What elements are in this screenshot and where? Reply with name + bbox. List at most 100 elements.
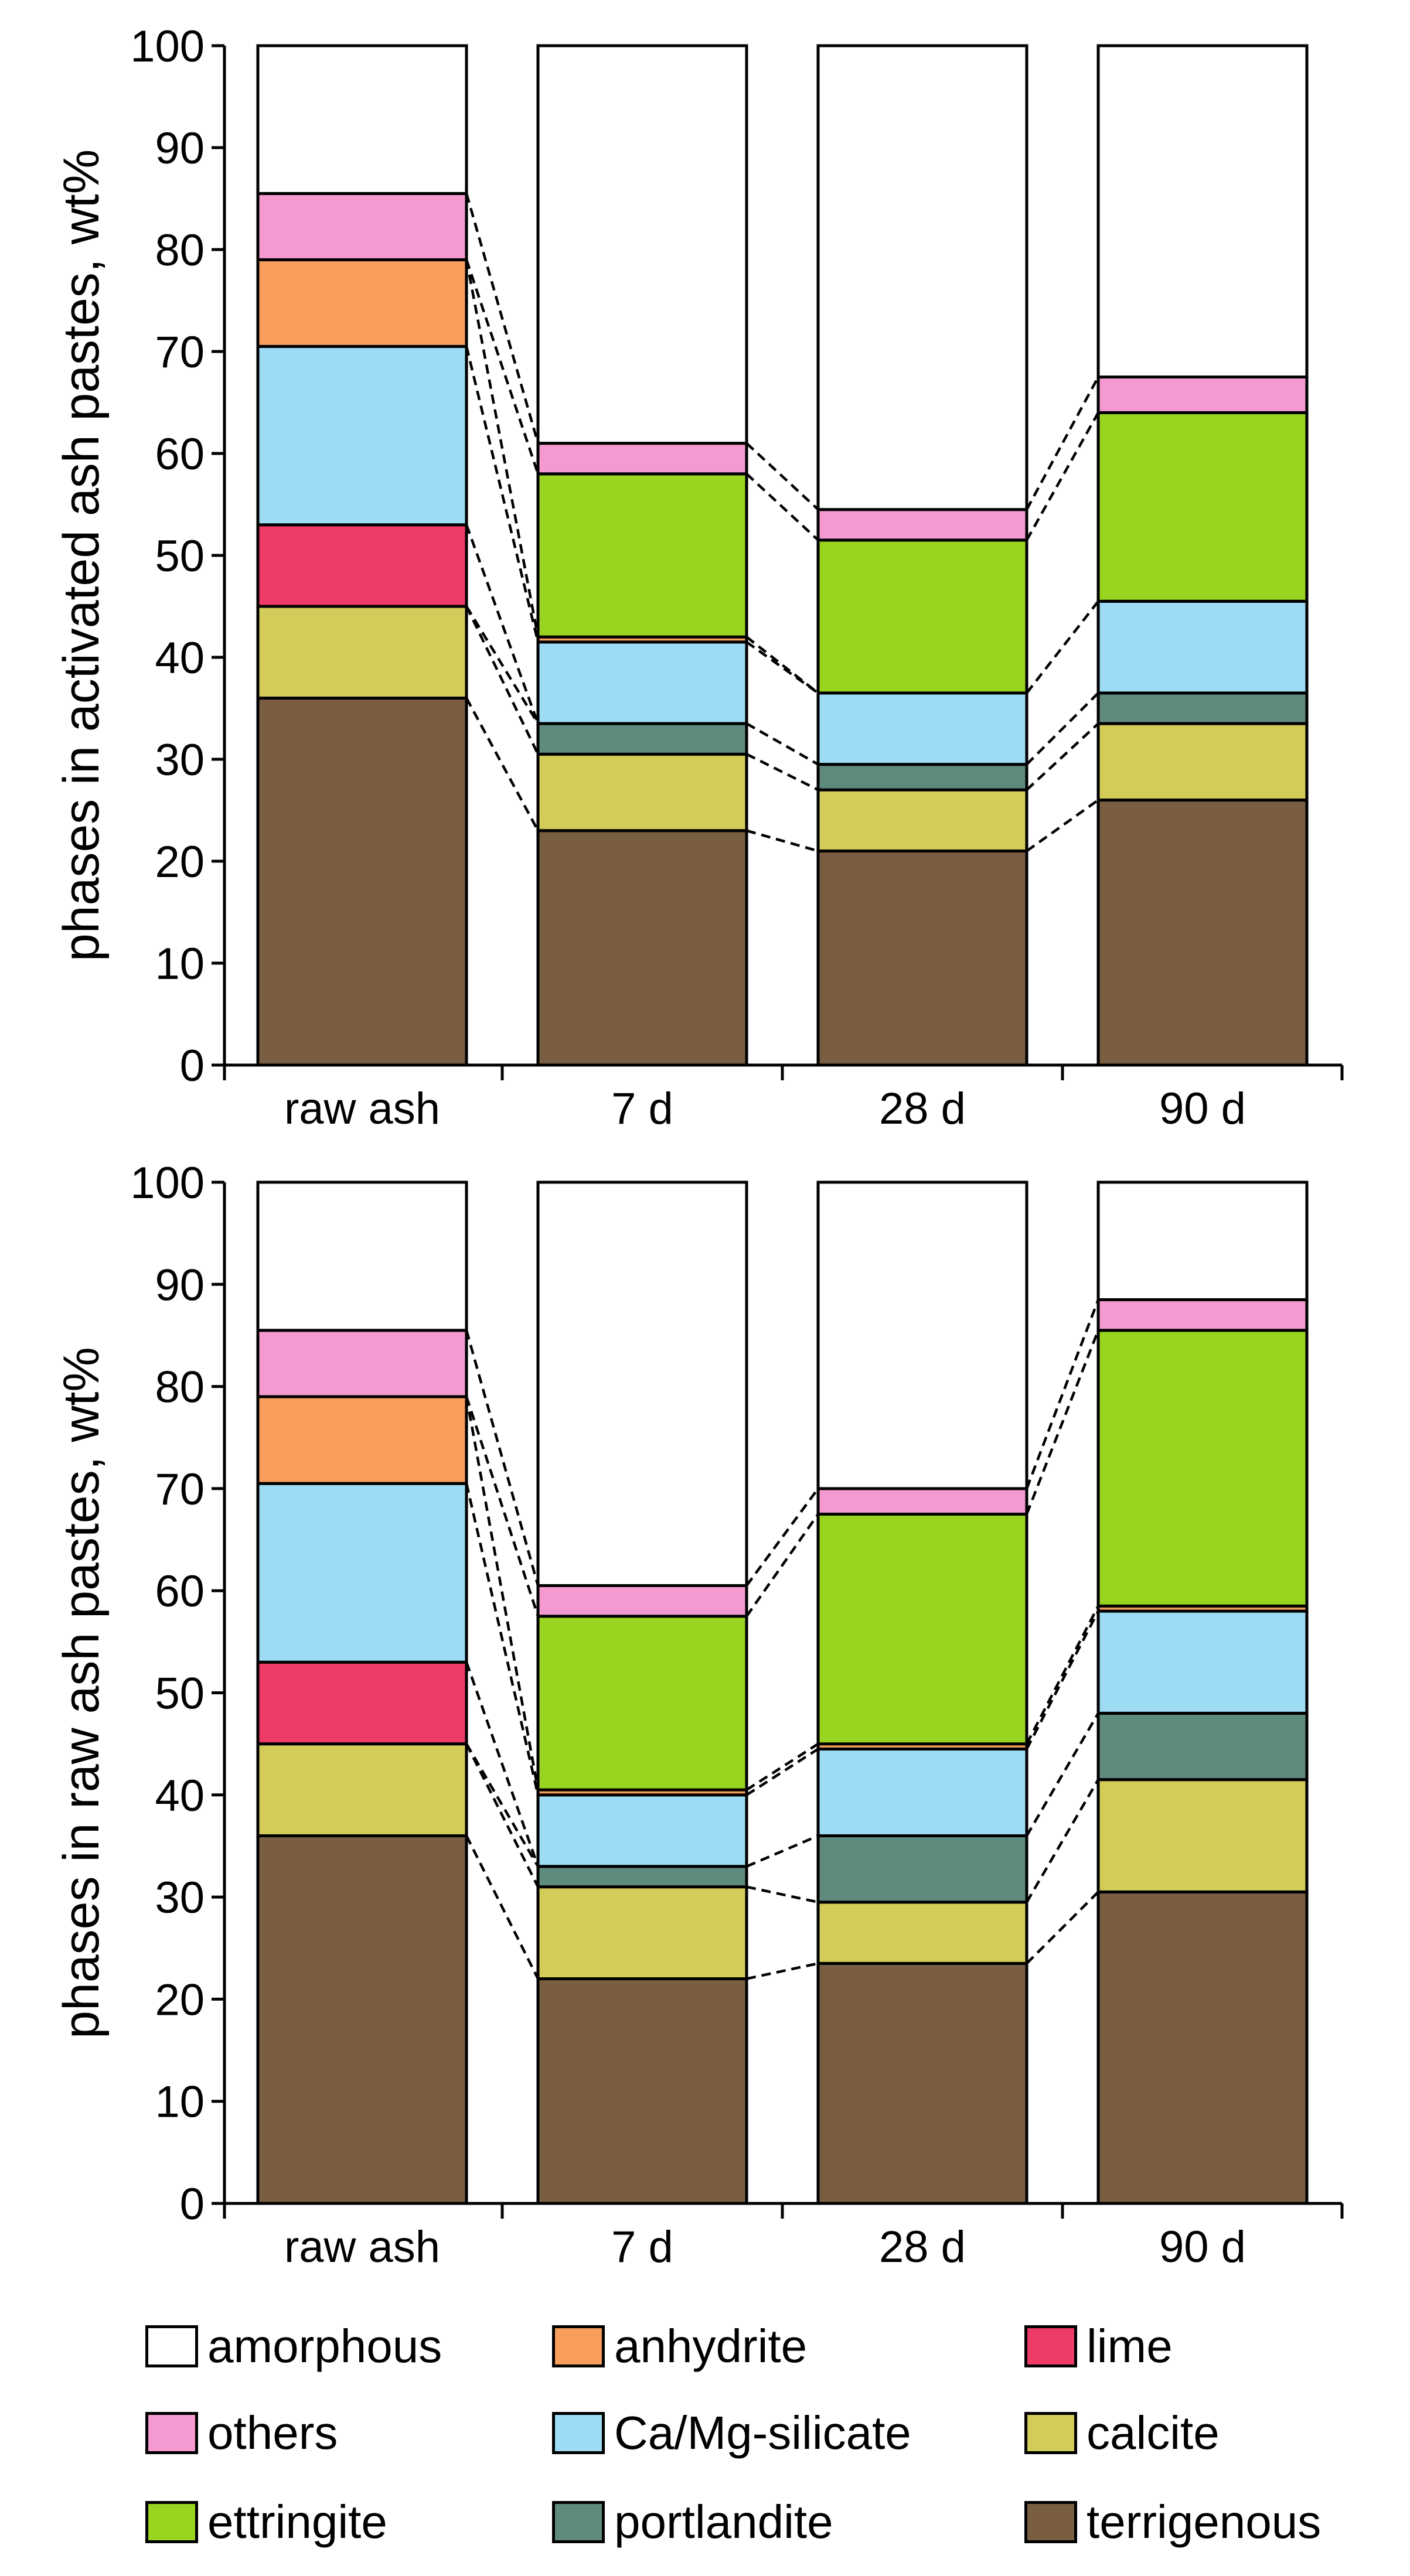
bar-segment-others xyxy=(1096,1298,1309,1332)
connector-others xyxy=(1026,376,1099,510)
bar-segment-portlandite xyxy=(816,1834,1028,1904)
y-tick-label: 60 xyxy=(155,1567,205,1616)
y-tick-label: 100 xyxy=(130,1158,205,1208)
connector-portlandite xyxy=(465,1743,539,1867)
bar-segment-others xyxy=(536,1584,748,1618)
connector-anhydrite xyxy=(745,1742,819,1791)
connector-others xyxy=(465,1330,540,1586)
connector-ca-mg-silicate xyxy=(1026,1611,1099,1750)
x-tick-label: raw ash xyxy=(284,2222,440,2272)
x-tick-label: 90 d xyxy=(1159,1084,1246,1134)
legend-label: others xyxy=(207,2407,338,2459)
bar-segment-calcite xyxy=(256,605,468,700)
legend-label: calcite xyxy=(1087,2407,1220,2459)
connector-anhydrite xyxy=(1026,1605,1099,1745)
connector-ettringite xyxy=(745,1513,819,1618)
y-tick-label: 70 xyxy=(155,327,205,377)
legend-item-others: others xyxy=(145,2407,338,2459)
connector-lime xyxy=(465,1661,540,1867)
connector-calcite xyxy=(745,753,819,791)
legend-item-anhydrite: anhydrite xyxy=(552,2320,807,2373)
panel-raw-ash: 0 10 20 30 40 50 60 70 80 90 100 phases in raw ash … xyxy=(53,1158,1344,2272)
connector-ettringite xyxy=(745,473,819,541)
legend: amorphous anhydrite lime others Ca/Mg-silica… xyxy=(0,2320,1410,2566)
bar-segment-ettringite xyxy=(816,538,1028,695)
connector-terrigenous xyxy=(746,1962,819,1980)
legend-item-portlandite: portlandite xyxy=(552,2496,833,2548)
x-tick-label: 7 d xyxy=(611,2222,673,2272)
legend-label: anhydrite xyxy=(614,2320,808,2372)
y-tick-label: 60 xyxy=(155,429,205,479)
legend-label: lime xyxy=(1087,2320,1173,2372)
bar-segment-terrigenous xyxy=(536,1977,748,2205)
y-tick-label: 50 xyxy=(155,1669,205,1719)
bar-segment-ca-mg-silicate xyxy=(256,344,468,527)
legend-label: Ca/Mg-silicate xyxy=(614,2407,911,2459)
legend-label: portlandite xyxy=(614,2496,833,2548)
bar-segment-amorphous xyxy=(1096,1180,1309,1301)
bar-segment-others xyxy=(816,508,1028,542)
bar-segment-portlandite xyxy=(536,722,748,756)
y-tick-label: 80 xyxy=(155,226,205,275)
bar-segment-ca-mg-silicate xyxy=(536,640,748,725)
bar-segment-others xyxy=(256,192,468,261)
bar-segment-terrigenous xyxy=(1096,1890,1309,2205)
connector-calcite xyxy=(465,1743,540,1888)
connector-ca-mg-silicate xyxy=(465,346,540,643)
bar-segment-ca-mg-silicate xyxy=(256,1482,468,1664)
legend-swatch xyxy=(552,2325,605,2367)
bar-segment-ca-mg-silicate xyxy=(1096,1609,1309,1715)
bar-segment-portlandite xyxy=(816,763,1028,791)
y-axis-title: phases in raw ash pastes, wt% xyxy=(53,1347,110,2039)
bar-segment-ettringite xyxy=(536,1615,748,1792)
bar-segment-calcite xyxy=(1096,1778,1309,1893)
y-tick-label: 20 xyxy=(155,837,205,887)
panel-activated-ash: 0 10 20 30 40 50 60 70 80 90 100 phases in activate… xyxy=(53,22,1344,1134)
x-tick-label: 7 d xyxy=(611,1084,673,1134)
bar-segment-ca-mg-silicate xyxy=(1096,599,1309,695)
connector-ettringite xyxy=(465,1396,540,1617)
legend-item-ca-mg-silicate: Ca/Mg-silicate xyxy=(552,2407,911,2459)
bar-segment-anhydrite xyxy=(256,1395,468,1485)
connector-others xyxy=(465,193,540,444)
y-tick-label: 0 xyxy=(180,2179,205,2229)
connector-anhydrite xyxy=(465,1396,540,1790)
bar-segment-others xyxy=(816,1487,1028,1516)
bar-segment-calcite xyxy=(536,752,748,832)
bar-segment-lime xyxy=(256,1660,468,1746)
connector-terrigenous xyxy=(746,829,819,852)
connector-others xyxy=(745,442,819,511)
y-tick-label: 40 xyxy=(155,1771,205,1821)
bar-segment-portlandite xyxy=(1096,1711,1309,1782)
legend-swatch xyxy=(552,2501,605,2543)
bar-segment-amorphous xyxy=(816,1180,1028,1490)
bar-segment-calcite xyxy=(536,1885,748,1981)
legend-swatch xyxy=(552,2412,605,2454)
legend-label: ettringite xyxy=(207,2496,387,2548)
bar-segment-others xyxy=(536,442,748,476)
connector-terrigenous xyxy=(1026,1891,1099,1964)
legend-item-calcite: calcite xyxy=(1024,2407,1220,2459)
connector-calcite xyxy=(465,606,540,755)
legend-swatch xyxy=(1024,2501,1077,2543)
connector-anhydrite xyxy=(745,636,819,694)
bar-segment-others xyxy=(1096,376,1309,414)
connector-portlandite xyxy=(1026,692,1099,766)
y-tick-label: 90 xyxy=(155,124,205,173)
legend-item-amorphous: amorphous xyxy=(145,2320,442,2373)
y-tick-label: 80 xyxy=(155,1363,205,1412)
x-tick-label: raw ash xyxy=(284,1084,440,1134)
y-tick-label: 100 xyxy=(130,22,205,71)
y-tick-label: 10 xyxy=(155,2077,205,2127)
bar-segment-portlandite xyxy=(536,1865,748,1889)
connector-terrigenous xyxy=(465,1835,540,1980)
connector-ettringite xyxy=(465,259,540,475)
bar-segment-others xyxy=(256,1329,468,1398)
legend-item-lime: lime xyxy=(1024,2320,1173,2373)
y-tick-label: 90 xyxy=(155,1260,205,1310)
x-tick-label: 90 d xyxy=(1159,2222,1246,2272)
bar-segment-ca-mg-silicate xyxy=(816,1747,1028,1838)
bar-segment-anhydrite xyxy=(256,258,468,348)
bar-segment-ettringite xyxy=(816,1512,1028,1746)
connector-terrigenous xyxy=(1026,799,1099,852)
